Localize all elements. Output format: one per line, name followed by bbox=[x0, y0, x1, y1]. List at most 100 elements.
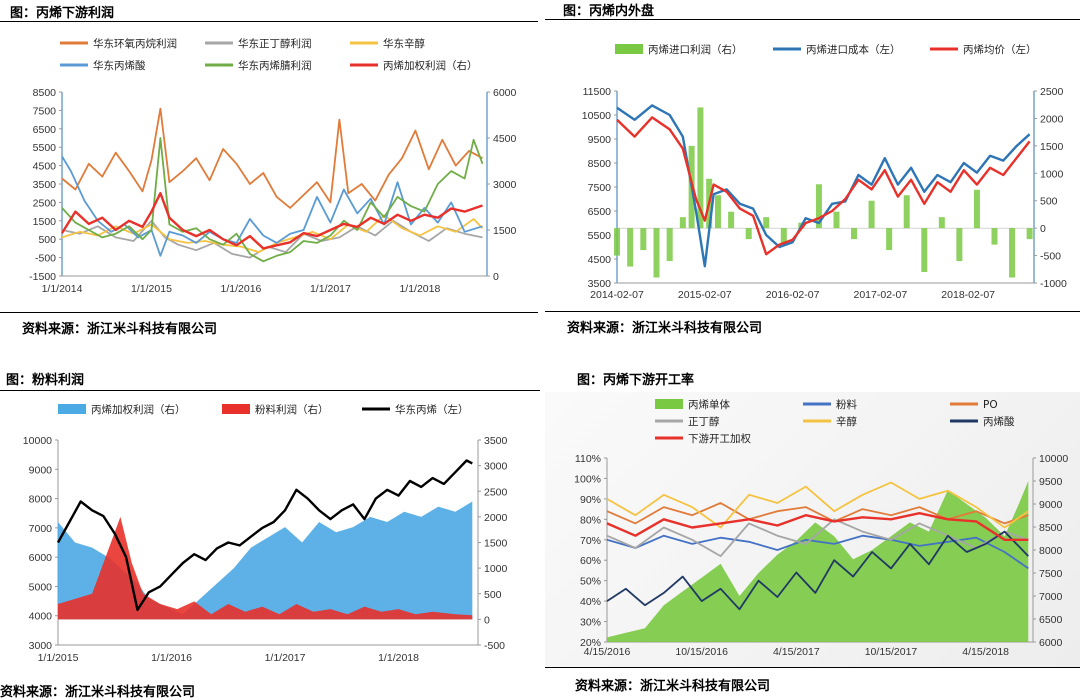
y-tick-label-left: 20% bbox=[580, 637, 601, 649]
y-tick-label-left: 5000 bbox=[29, 581, 53, 593]
bar-mark bbox=[679, 217, 686, 229]
y-tick-label-left: 50% bbox=[580, 576, 601, 588]
y-tick-label-left: 100% bbox=[574, 473, 601, 485]
legend-label: 丙烯均价（左） bbox=[963, 43, 1037, 56]
y-tick-label-left: 60% bbox=[580, 555, 601, 567]
y-tick-label-right: 500 bbox=[1040, 196, 1058, 208]
chart-panel-downstream-operating-rate: 图：丙烯下游开工率 20% 30% 40% 50% 60% 70% 80% 90% 100% 11… bbox=[545, 365, 1080, 698]
line-series bbox=[606, 530, 1029, 611]
bar-mark bbox=[666, 228, 673, 262]
x-tick-label: 4/15/2018 bbox=[962, 646, 1009, 658]
chart-title: 图：丙烯下游利润 bbox=[10, 6, 115, 21]
x-tick-label: 1/1/2017 bbox=[265, 652, 306, 664]
y-tick-label-left: 9500 bbox=[588, 134, 612, 146]
legend-label: 华东丙烯腈利润 bbox=[238, 59, 312, 72]
x-tick-label: 1/1/2017 bbox=[310, 283, 351, 295]
y-tick-label-left: 8500 bbox=[588, 158, 612, 170]
y-tick-label-left: 9000 bbox=[29, 464, 53, 476]
y-tick-label-left: 2500 bbox=[33, 197, 57, 209]
chart-svg-4: 20% 30% 40% 50% 60% 70% 80% 90% 100% 110% 6000 6500… bbox=[574, 398, 1068, 658]
legend-label: 华东丙烯（左） bbox=[395, 403, 469, 416]
chart-panel-propylene-inner-outer: 图：丙烯内外盘 3500 4500 5500 6500 7500 8500 9500 1050… bbox=[545, 0, 1080, 345]
y-tick-label-right: 500 bbox=[484, 589, 502, 601]
legend-label: 丙烯酸 bbox=[983, 415, 1015, 428]
bar-mark bbox=[697, 107, 704, 229]
y-tick-label-right: 6000 bbox=[1039, 637, 1063, 649]
chart-title: 图：丙烯下游开工率 bbox=[577, 373, 695, 388]
y-tick-label-right: 1000 bbox=[1040, 168, 1064, 180]
y-tick-label-left: 6000 bbox=[29, 552, 53, 564]
chart-source: 资料来源：浙江米斗科技有限公司 bbox=[575, 679, 771, 694]
y-tick-label-right: 2500 bbox=[1040, 86, 1064, 98]
line-series bbox=[606, 512, 1029, 541]
chart-source: 资料来源：浙江米斗科技有限公司 bbox=[567, 321, 763, 336]
bar-mark bbox=[614, 228, 620, 256]
line-series bbox=[606, 534, 1029, 570]
bar-mark bbox=[991, 228, 998, 245]
y-tick-label-left: 11500 bbox=[583, 86, 612, 98]
y-tick-label-right: 3000 bbox=[493, 179, 517, 191]
bar-mark bbox=[640, 228, 647, 251]
y-tick-label-left: 6500 bbox=[33, 124, 57, 136]
x-tick-label: 10/15/2016 bbox=[675, 646, 728, 658]
bar-mark bbox=[780, 228, 787, 245]
legend-swatch bbox=[615, 44, 643, 54]
legend-label: 粉料利润（右） bbox=[255, 403, 329, 416]
y-tick-label-left: 80% bbox=[580, 514, 601, 526]
chart-title: 图：丙烯内外盘 bbox=[563, 4, 655, 19]
legend-label: 下游开工加权 bbox=[688, 432, 751, 445]
legend-label: 正丁醇 bbox=[688, 415, 720, 428]
y-tick-label-right: 8500 bbox=[1039, 522, 1063, 534]
bar-mark bbox=[938, 217, 945, 229]
y-tick-label-left: 3000 bbox=[29, 640, 53, 652]
y-tick-label-left: 10000 bbox=[23, 435, 52, 447]
legend-label: 辛醇 bbox=[836, 415, 857, 428]
bar-mark bbox=[728, 211, 735, 229]
y-tick-label-right: 0 bbox=[1040, 223, 1046, 235]
legend-label: 丙烯进口成本（左） bbox=[806, 43, 901, 56]
x-tick-label: 1/1/2018 bbox=[378, 652, 419, 664]
area-series bbox=[58, 501, 473, 620]
y-tick-label-right: 10000 bbox=[1039, 453, 1068, 465]
title-rule bbox=[0, 390, 540, 391]
line-series bbox=[616, 116, 1031, 256]
legend-label: 华东丙烯酸 bbox=[93, 59, 146, 72]
line-series bbox=[606, 502, 1029, 525]
line-series bbox=[61, 107, 483, 209]
line-series bbox=[606, 481, 1029, 529]
y-tick-label-right: 1000 bbox=[484, 563, 508, 575]
legend-swatch bbox=[58, 404, 86, 414]
y-tick-label-left: 5500 bbox=[33, 142, 57, 154]
source-rule bbox=[545, 311, 1080, 312]
chart-svg-2: 3500 4500 5500 6500 7500 8500 9500 10500 11500 -1… bbox=[582, 43, 1067, 301]
y-tick-label-right: 2000 bbox=[1040, 113, 1064, 125]
chart-panel-downstream-profit: 图：丙烯下游利润 -1500 -500 500 1500 2500 3500 4500 550… bbox=[0, 0, 540, 345]
bar-mark bbox=[851, 228, 858, 240]
y-tick-label-right: -500 bbox=[1040, 251, 1061, 263]
y-tick-label-right: 0 bbox=[493, 271, 499, 283]
y-tick-label-left: 4500 bbox=[33, 161, 57, 173]
legend-label: 丙烯单体 bbox=[688, 398, 730, 411]
bar-mark bbox=[956, 228, 963, 262]
y-tick-label-left: 3500 bbox=[33, 179, 57, 191]
legend-label: 丙烯加权利润（右） bbox=[383, 59, 478, 72]
y-tick-label-right: 3000 bbox=[484, 461, 508, 473]
y-tick-label-right: 2000 bbox=[484, 512, 508, 524]
legend-swatch bbox=[222, 404, 250, 414]
y-tick-label-right: 1500 bbox=[484, 538, 508, 550]
chart-panel-powder-profit: 图：粉料利润 3000 4000 5000 6000 7000 8000 9000 10000… bbox=[0, 365, 540, 700]
line-series bbox=[616, 104, 1031, 268]
y-tick-label-right: -500 bbox=[484, 640, 505, 652]
x-tick-label: 1/1/2015 bbox=[38, 652, 79, 664]
y-tick-label-left: 6500 bbox=[588, 206, 612, 218]
line-series bbox=[606, 518, 1029, 557]
bar-mark bbox=[815, 184, 822, 229]
legend-label: 华东环氧丙烷利润 bbox=[93, 37, 177, 50]
x-tick-label: 1/1/2015 bbox=[131, 283, 172, 295]
y-tick-label-right: 7000 bbox=[1039, 591, 1063, 603]
y-tick-label-left: 4000 bbox=[29, 611, 53, 623]
chart-svg-1: -1500 -500 500 1500 2500 3500 4500 5500 6500 7500… bbox=[29, 37, 517, 295]
x-tick-label: 2015-02-07 bbox=[678, 289, 732, 301]
legend-label: 丙烯进口利润（右） bbox=[648, 43, 743, 56]
y-tick-label-right: 7500 bbox=[1039, 568, 1063, 580]
